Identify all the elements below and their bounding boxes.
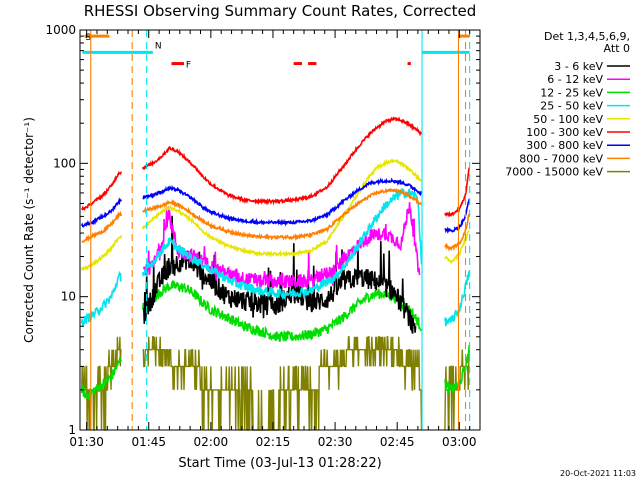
series-line-segment [142, 187, 423, 301]
series-7000-15000-kev-kev [81, 336, 470, 431]
x-tick-label: 01:45 [131, 435, 166, 449]
series-line-segment [143, 202, 421, 290]
series-800-7000-kev-kev [81, 187, 470, 253]
series-line-segment [80, 197, 123, 228]
series-100-300-kev-kev [81, 116, 470, 218]
legend-label: 800 - 7000 keV [519, 152, 603, 165]
series-line-segment [143, 215, 417, 334]
legend-label: 100 - 300 keV [526, 126, 603, 139]
marker-label-f: F [186, 61, 191, 71]
series-line-segment [444, 213, 470, 253]
series-layer [80, 116, 470, 431]
legend-header-line-2: Att 0 [604, 42, 630, 55]
marker-label-s: S [85, 33, 91, 43]
marker-label-n: N [155, 41, 162, 51]
timestamp: 20-Oct-2021 11:03 [560, 469, 636, 478]
x-tick-label: 01:30 [69, 435, 104, 449]
x-tick-label: 02:15 [256, 435, 291, 449]
series-6-12-kev-kev [143, 202, 421, 290]
legend-label: 50 - 100 keV [533, 113, 603, 126]
y-tick-label: 100 [53, 156, 76, 170]
series-line-segment [142, 116, 423, 206]
legend-label: 6 - 12 keV [547, 73, 603, 86]
series-line-segment [81, 210, 123, 243]
series-line-segment [142, 177, 423, 227]
series-line-segment [142, 336, 423, 431]
legend-label: 300 - 800 keV [526, 139, 603, 152]
marker-layer: S N F [82, 33, 470, 71]
x-tick-label: 03:00 [442, 435, 477, 449]
y-tick-label: 1 [68, 423, 76, 437]
legend-label: 25 - 50 keV [540, 100, 603, 113]
plot-frame [79, 29, 481, 431]
y-tick-label: 10 [61, 290, 76, 304]
y-tick-label: 1000 [45, 23, 76, 37]
series-line-segment [81, 336, 122, 431]
gap-layer [90, 30, 471, 430]
series-line-segment [80, 270, 122, 328]
x-tick-label: 02:30 [318, 435, 353, 449]
series-12-25-kev-kev [80, 279, 470, 401]
chart-title: RHESSI Observing Summary Count Rates, Co… [84, 2, 477, 20]
series-line-segment [142, 158, 422, 258]
series-3-6-kev-kev [143, 215, 417, 334]
legend-label: 12 - 25 keV [540, 86, 603, 99]
series-line-segment [81, 171, 123, 212]
x-tick-label: 02:45 [380, 435, 415, 449]
legend-label: 3 - 6 keV [554, 60, 603, 73]
series-line-segment [444, 167, 470, 218]
x-tick-label: 02:00 [194, 435, 229, 449]
y-axis-label: Corrected Count Rate (s⁻¹ detector⁻¹) [22, 117, 36, 343]
x-axis-label: Start Time (03-Jul-13 01:28:22) [178, 456, 381, 471]
legend-label: 7000 - 15000 keV [505, 166, 603, 179]
axis-layer: 01:30 01:45 02:00 02:15 02:30 02:45 03:00 1 10 10… [45, 23, 481, 449]
series-line-segment [142, 279, 423, 343]
legend-header-line-1: Det 1,3,4,5,6,9, [544, 30, 630, 43]
series-line-segment [80, 357, 123, 401]
series-line-segment [142, 187, 422, 242]
series-line-segment [80, 235, 123, 272]
